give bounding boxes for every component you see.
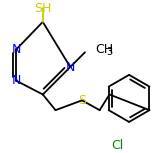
Text: 3: 3 (107, 47, 113, 57)
Text: S: S (78, 94, 86, 107)
Text: SH: SH (34, 2, 51, 15)
Text: N: N (66, 60, 75, 73)
Text: CH: CH (95, 43, 113, 56)
Text: Cl: Cl (111, 139, 123, 152)
Text: N: N (12, 74, 21, 87)
Text: N: N (12, 43, 21, 56)
